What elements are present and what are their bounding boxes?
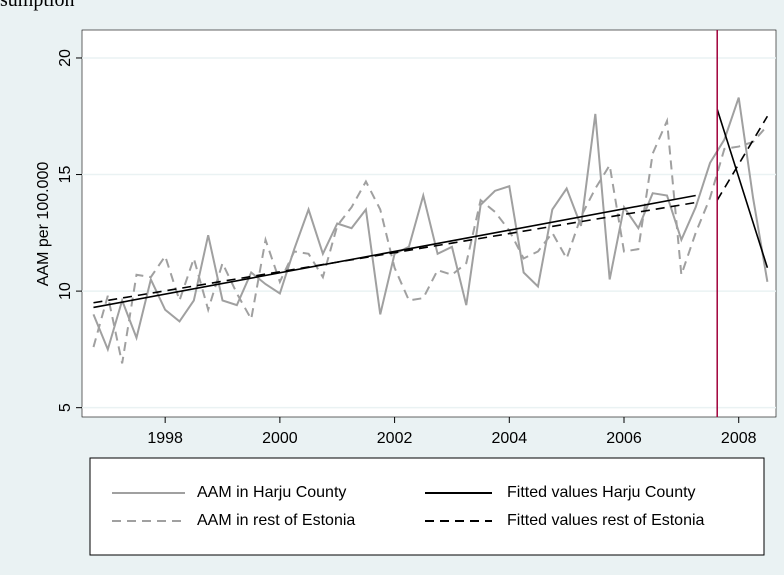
legend-label: AAM in rest of Estonia	[197, 512, 355, 529]
x-tick-label: 2004	[492, 430, 528, 447]
series-line	[93, 109, 769, 309]
series-line	[93, 115, 769, 304]
legend-label: AAM in Harju County	[197, 484, 346, 501]
y-tick-label: 20	[57, 49, 74, 67]
y-tick-label: 5	[57, 403, 74, 412]
x-tick-label: 2006	[606, 430, 642, 447]
series-line	[92, 116, 769, 364]
chart-title: sumption	[0, 0, 74, 11]
legend-label: Fitted values Harju County	[507, 484, 696, 501]
y-tick-label: 10	[57, 282, 74, 300]
plot-area	[81, 29, 777, 418]
y-tick-label: 15	[57, 166, 74, 184]
x-tick-label: 2008	[721, 430, 757, 447]
y-axis-title: AAM per 100.000	[35, 162, 52, 287]
x-tick-label: 1998	[147, 430, 183, 447]
series-line	[92, 97, 769, 353]
x-tick-label: 2002	[377, 430, 413, 447]
legend-label: Fitted values rest of Estonia	[507, 512, 705, 529]
x-tick-label: 2000	[262, 430, 298, 447]
legend	[89, 457, 765, 556]
